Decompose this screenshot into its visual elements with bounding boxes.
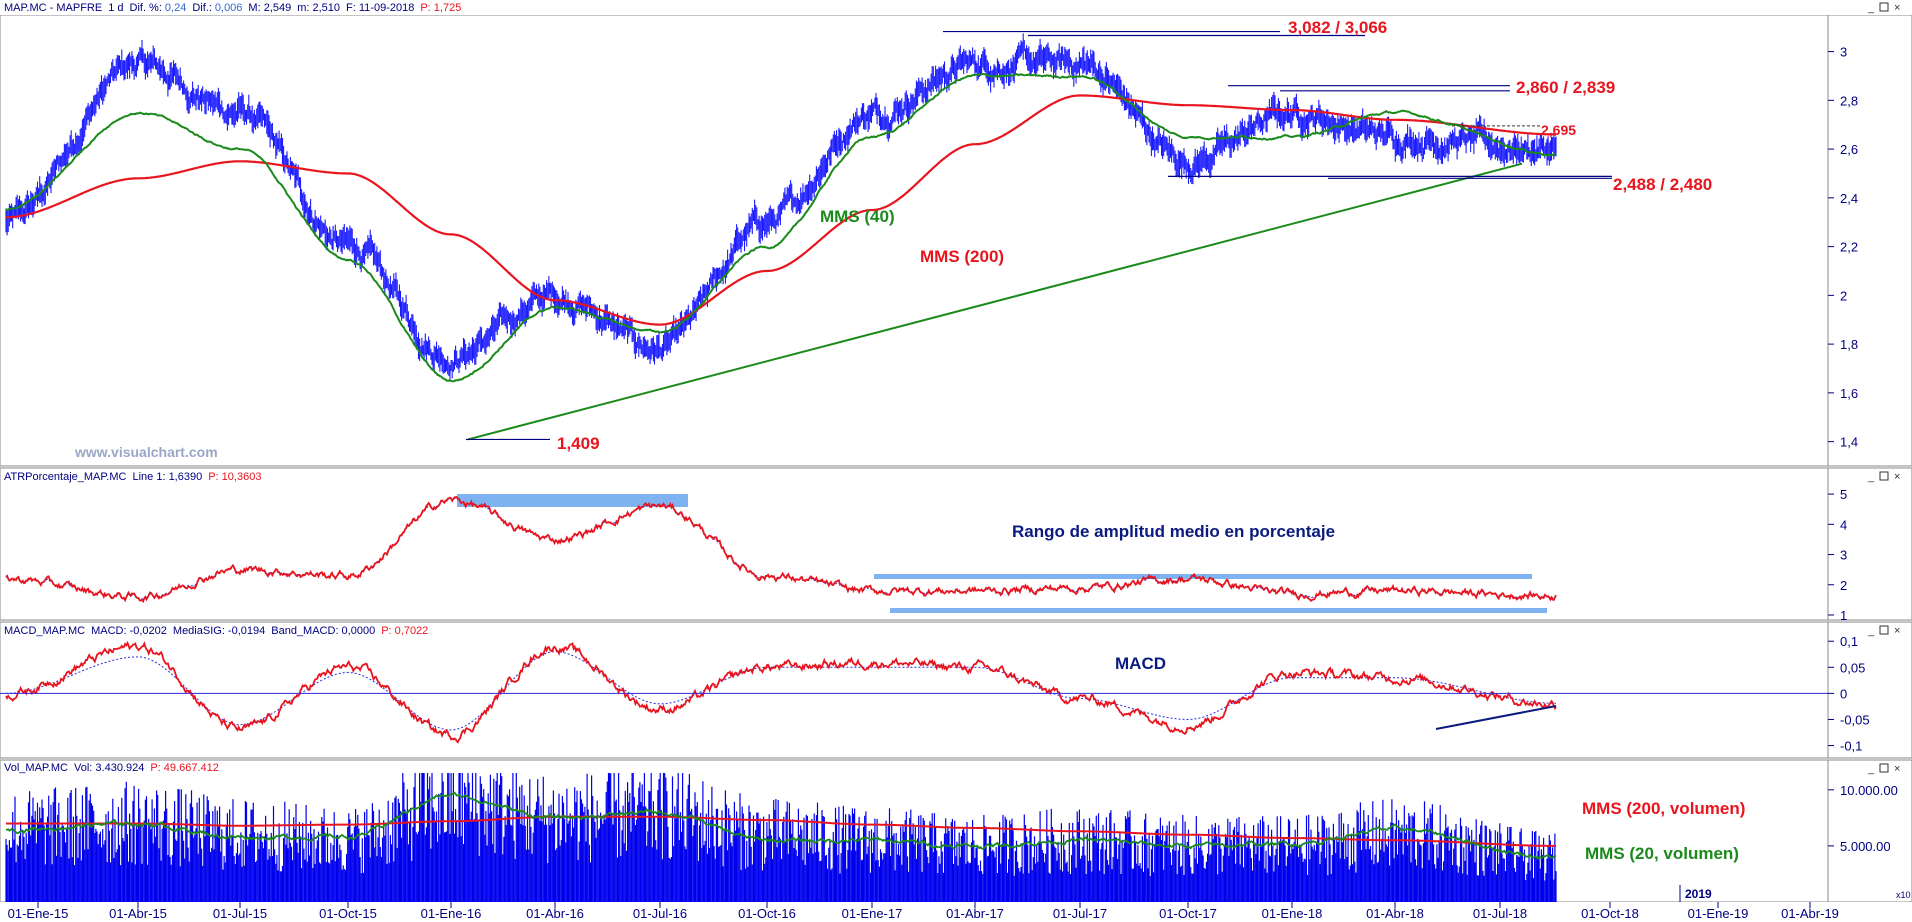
mms40-line [5, 73, 1557, 383]
main-tick-label: 1,6 [1840, 386, 1858, 401]
annotation-vol-mms20: MMS (20, volumen) [1585, 844, 1739, 863]
date-tick-label: 01-Ene-18 [1262, 906, 1323, 921]
date-tick-label: 01-Abr-18 [1366, 906, 1424, 921]
close-icon[interactable]: × [1894, 471, 1900, 483]
date-tick-label: 01-Abr-16 [526, 906, 584, 921]
minimize-icon[interactable]: _ [1867, 2, 1875, 14]
date-tick-label: 01-Jul-18 [1473, 906, 1527, 921]
atr-header: ATRPorcentaje_MAP.MC Line 1: 1,6390 P: 10,… [4, 471, 261, 483]
main-panel[interactable] [0, 14, 1912, 467]
main-tick-label: 2,6 [1840, 142, 1858, 157]
main-tick-label: 2,8 [1840, 93, 1858, 108]
macd-line [5, 640, 1557, 744]
atr-tick-label: 2 [1840, 578, 1847, 593]
date-tick-label: 01-Ene-19 [1688, 906, 1749, 921]
maximize-icon[interactable] [1879, 471, 1889, 481]
x10-label: x10 [1896, 890, 1911, 900]
macd-tick-label: -0,05 [1840, 713, 1870, 728]
vol-header: Vol_MAP.MC Vol: 3.430.924 P: 49.667.412 [4, 762, 219, 774]
macd-tick-label: -0,1 [1840, 739, 1862, 754]
vol-tick-label: 10.000.00 [1840, 783, 1898, 798]
main-tick-label: 2,4 [1840, 191, 1858, 206]
close-icon[interactable]: × [1894, 2, 1900, 14]
date-tick-label: 01-Oct-17 [1159, 906, 1217, 921]
date-tick-label: 01-Abr-19 [1781, 906, 1839, 921]
date-tick-label: 01-Jul-17 [1053, 906, 1107, 921]
date-tick-label: 01-Jul-16 [633, 906, 687, 921]
maximize-icon[interactable] [1879, 2, 1889, 12]
annotation-res2: 2,695 [1541, 122, 1576, 138]
minimize-icon[interactable]: _ [1867, 471, 1875, 483]
panel-window-controls[interactable]: _ ×_ ×_ × [1867, 471, 1900, 775]
macd-panel[interactable] [0, 621, 1912, 759]
minimize-icon[interactable]: _ [1867, 625, 1875, 637]
vol-tick-label: 5.000.00 [1840, 839, 1891, 854]
atr-highlight-top [457, 494, 688, 507]
annotation-macd-title: MACD [1115, 654, 1166, 673]
close-icon[interactable]: × [1894, 763, 1900, 775]
date-tick-label: 01-Ene-17 [842, 906, 903, 921]
atr-tick-label: 5 [1840, 487, 1847, 502]
annotation-vol-mms200: MMS (200, volumen) [1582, 799, 1745, 818]
main-tick-label: 2 [1840, 288, 1847, 303]
atr-tick-label: 3 [1840, 548, 1847, 563]
atr-tick-label: 1 [1840, 608, 1847, 623]
date-axis: 01-Ene-15 01-Abr-15 01-Jul-15 01-Oct-15 01-E… [0, 885, 1912, 922]
annotation-support: 2,488 / 2,480 [1613, 175, 1712, 194]
trend-line [467, 162, 1523, 441]
panel-controls[interactable]: _ × [1867, 625, 1900, 637]
annotation-atr-title: Rango de amplitud medio en porcentaje [1012, 522, 1335, 541]
annotation-high: 3,082 / 3,066 [1288, 18, 1387, 37]
maximize-icon[interactable] [1879, 625, 1889, 635]
atr-line [5, 496, 1557, 604]
maximize-icon[interactable] [1879, 763, 1889, 773]
volume-bars [5, 773, 1557, 902]
date-tick-label: 01-Oct-16 [738, 906, 796, 921]
minimize-icon[interactable]: _ [1867, 763, 1875, 775]
series-lines [5, 33, 1557, 860]
main-tick-label: 2,2 [1840, 240, 1858, 255]
atr-panel[interactable] [0, 467, 1912, 621]
macd-tick-label: 0 [1840, 686, 1847, 701]
macd-tick-label: 0,1 [1840, 634, 1858, 649]
annotation-res1: 2,860 / 2,839 [1516, 78, 1615, 97]
macd-signal-line [6, 651, 1556, 731]
date-tick-label: 01-Jul-15 [213, 906, 267, 921]
watermark: www.visualchart.com [74, 444, 218, 460]
vol-mms20-line [5, 791, 1557, 860]
panel-controls[interactable]: _ × [1867, 471, 1900, 483]
level-lines [0, 30, 1828, 730]
main-tick-label: 1,8 [1840, 337, 1858, 352]
axis-ticks: 3 2,8 2,6 2,4 2,2 2 1,8 1,6 1,4 5 4 3 2 1 0,1 0,05 0 -0,0… [1828, 45, 1898, 854]
date-tick-label: 01-Oct-18 [1581, 906, 1639, 921]
main-window-controls[interactable]: _ × [1867, 2, 1900, 14]
macd-header: MACD_MAP.MC MACD: -0,0202 MediaSIG: -0,019… [4, 625, 428, 637]
date-tick-label: 01-Ene-15 [8, 906, 69, 921]
main-tick-label: 3 [1840, 45, 1847, 60]
annotation-mms40: MMS (40) [820, 207, 895, 226]
macd-trend-line [1435, 705, 1557, 730]
vol-mms200-line [6, 815, 1556, 847]
atr-highlight-lower [890, 608, 1547, 613]
main-tick-label: 1,4 [1840, 435, 1858, 450]
atr-tick-label: 4 [1840, 517, 1847, 532]
main-header-symbol: MAP.MC - MAPFRE 1 d Dif. %: 0,24 Dif.: 0,006 M… [4, 2, 461, 14]
macd-tick-label: 0,05 [1840, 660, 1865, 675]
annotation-mms200: MMS (200) [920, 247, 1004, 266]
close-icon[interactable]: × [1894, 625, 1900, 637]
annotation-low: 1,409 [557, 434, 600, 453]
date-tick-label: 01-Oct-15 [319, 906, 377, 921]
date-tick-label: 01-Abr-17 [946, 906, 1004, 921]
date-tick-label: 01-Ene-16 [421, 906, 482, 921]
date-tick-label: 01-Abr-15 [109, 906, 167, 921]
year-label-2019: 2019 [1685, 887, 1712, 901]
panel-controls[interactable]: _ × [1867, 763, 1900, 775]
